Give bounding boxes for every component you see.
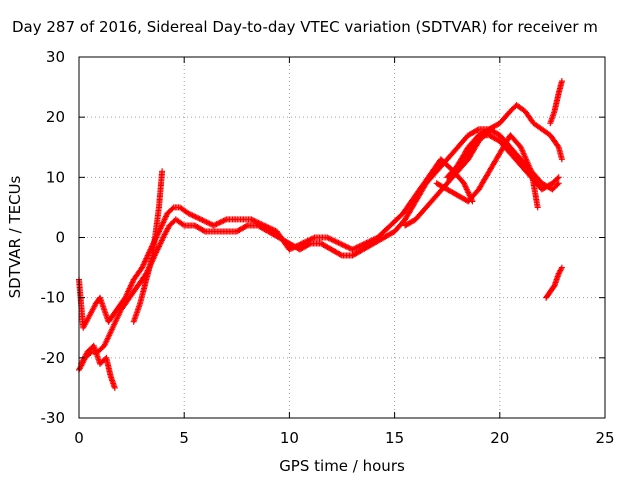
series-markers (547, 78, 565, 127)
series-sat-i (78, 342, 118, 391)
x-tick-label: 25 (595, 429, 614, 447)
x-tick-label: 0 (74, 429, 84, 447)
y-tick-label: -30 (41, 409, 66, 427)
x-tick-label: 20 (490, 429, 509, 447)
x-tick-label: 15 (385, 429, 404, 447)
series-sat-j (130, 168, 166, 325)
x-axis-label: GPS time / hours (279, 457, 405, 475)
series-markers (444, 132, 562, 193)
y-tick-label: 20 (46, 108, 65, 126)
x-tick-label: 10 (280, 429, 299, 447)
series-sat-b (76, 156, 476, 331)
x-tick-label: 5 (179, 429, 189, 447)
grid-layer (79, 57, 605, 418)
axis-ticks: 0 5 10 15 20 25 -30 -20 -10 0 10 20 30 (41, 48, 615, 447)
series-markers (78, 342, 118, 391)
y-tick-label: 10 (46, 168, 65, 186)
series-markers (543, 264, 565, 301)
series-sat-f (444, 132, 562, 193)
y-tick-label: -20 (41, 349, 66, 367)
y-tick-label: 0 (55, 229, 65, 247)
series-markers (130, 168, 166, 325)
series-markers (76, 156, 476, 331)
y-tick-label: -10 (41, 289, 66, 307)
chart-title: Day 287 of 2016, Sidereal Day-to-day VTE… (12, 18, 598, 36)
series-sat-h (547, 78, 565, 127)
series-sat-g (543, 264, 565, 301)
y-axis-label: SDTVAR / TECUs (6, 175, 24, 298)
data-marks (76, 78, 565, 391)
y-tick-label: 30 (46, 48, 65, 66)
